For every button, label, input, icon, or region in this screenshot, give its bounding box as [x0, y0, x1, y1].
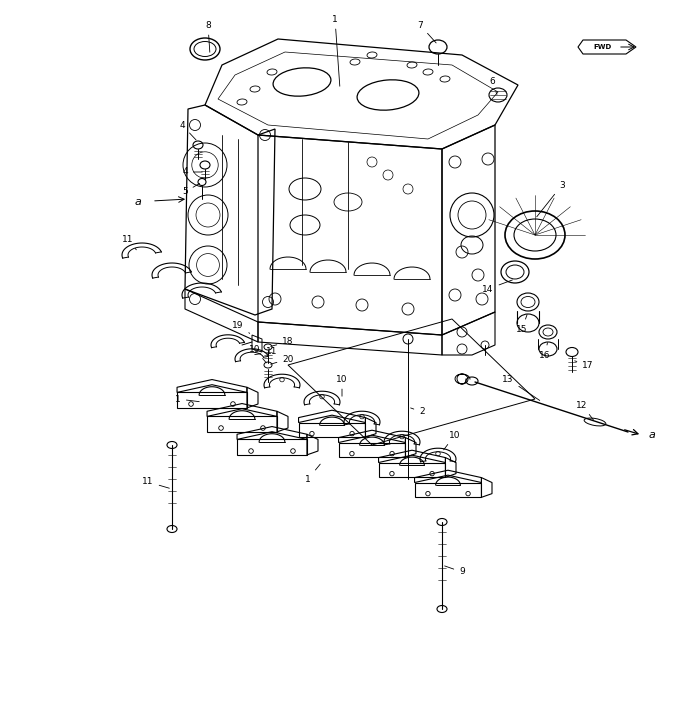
Text: 4: 4	[179, 120, 196, 140]
Text: 1: 1	[305, 464, 320, 484]
Text: 16: 16	[539, 343, 551, 359]
Text: 14: 14	[482, 280, 512, 293]
Text: 19: 19	[232, 320, 250, 334]
Text: 1: 1	[175, 395, 199, 404]
Text: 11: 11	[122, 235, 137, 250]
Text: 11: 11	[254, 348, 277, 356]
Text: a: a	[135, 197, 141, 207]
Text: 9: 9	[445, 566, 465, 576]
Text: 2: 2	[411, 407, 424, 416]
Text: 3: 3	[537, 180, 565, 217]
Text: 4: 4	[182, 168, 202, 177]
Text: 12: 12	[576, 400, 593, 420]
Text: 8: 8	[205, 21, 211, 52]
Text: 13: 13	[503, 375, 539, 400]
Text: 18: 18	[270, 337, 293, 346]
Text: 10: 10	[336, 375, 348, 396]
Text: 17: 17	[574, 361, 594, 370]
Text: 11: 11	[142, 477, 169, 489]
Text: 20: 20	[270, 354, 293, 364]
Text: 7: 7	[417, 21, 436, 43]
Text: 6: 6	[489, 78, 497, 95]
Text: 5: 5	[182, 183, 199, 197]
Text: a: a	[649, 430, 655, 440]
Text: 10: 10	[444, 431, 461, 450]
Text: 15: 15	[516, 315, 528, 334]
Text: FWD: FWD	[593, 44, 611, 50]
Text: 1: 1	[332, 15, 340, 86]
Text: 10: 10	[250, 344, 266, 363]
